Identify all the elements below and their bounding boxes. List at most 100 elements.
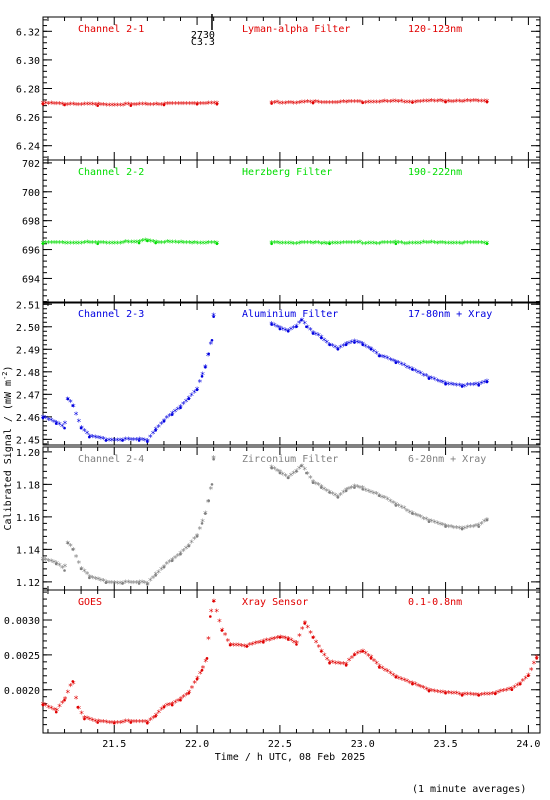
data-point: * <box>446 690 451 700</box>
data-point: * <box>393 98 398 108</box>
data-sample <box>41 703 45 707</box>
data-sample <box>444 382 447 386</box>
data-sample <box>146 239 149 243</box>
data-point: * <box>156 239 161 249</box>
data-point: * <box>93 434 98 444</box>
data-sample <box>278 327 282 331</box>
filter-label: Xray Sensor <box>242 597 308 608</box>
data-point: * <box>167 702 172 712</box>
data-sample <box>204 366 207 369</box>
data-point: * <box>335 240 340 250</box>
data-point: * <box>346 657 351 667</box>
data-point: * <box>407 365 412 375</box>
data-point: * <box>299 463 304 473</box>
data-sample <box>83 717 86 721</box>
data-point: * <box>244 643 249 653</box>
data-point: * <box>76 101 81 111</box>
data-sample <box>477 694 481 697</box>
data-point: * <box>401 362 406 372</box>
data-sample <box>270 323 273 326</box>
data-point: * <box>291 470 296 480</box>
data-point: * <box>189 392 194 402</box>
data-sample <box>485 518 489 522</box>
data-point: * <box>142 437 147 447</box>
data-sample <box>477 384 481 387</box>
data-point: * <box>324 100 329 110</box>
data-point: * <box>319 240 324 250</box>
data-point: * <box>285 474 290 484</box>
data-point: * <box>305 624 310 634</box>
data-point: * <box>437 521 442 531</box>
data-point: * <box>197 670 202 680</box>
data-point: * <box>120 102 125 112</box>
data-point: * <box>385 496 390 506</box>
data-point: * <box>60 565 65 575</box>
data-point: * <box>280 240 285 250</box>
data-point: * <box>62 101 67 111</box>
data-point: * <box>355 484 360 494</box>
data-point: * <box>349 239 354 249</box>
data-point: * <box>324 240 329 250</box>
data-point: * <box>457 691 462 701</box>
data-sample <box>200 668 204 672</box>
data-point: * <box>490 690 495 700</box>
data-point: * <box>313 239 318 249</box>
data-sample <box>71 404 75 407</box>
data-point: * <box>62 240 67 250</box>
data-point: * <box>51 707 56 717</box>
data-point: * <box>90 433 95 443</box>
data-point: * <box>377 240 382 250</box>
data-point: * <box>192 240 197 250</box>
data-point: * <box>473 381 478 391</box>
data-point: * <box>421 372 426 382</box>
data-point: * <box>302 320 307 330</box>
data-point: * <box>128 579 133 589</box>
data-point: * <box>277 240 282 250</box>
data-point: * <box>93 101 98 111</box>
data-point: * <box>399 676 404 686</box>
data-sample <box>154 574 157 577</box>
data-point: * <box>173 101 178 111</box>
data-sample <box>215 242 219 246</box>
data-sample <box>460 527 464 531</box>
data-sample <box>121 439 124 442</box>
data-point: * <box>471 691 476 701</box>
data-point: * <box>333 660 338 670</box>
data-point: * <box>184 101 189 111</box>
marker-annotation: 2730 C3.3 <box>191 30 215 48</box>
data-point: * <box>410 240 415 250</box>
filter-label: Lyman-alpha Filter <box>242 24 350 35</box>
data-point: * <box>404 364 409 374</box>
data-point: * <box>476 98 481 108</box>
data-point: * <box>349 98 354 108</box>
data-point: * <box>140 101 145 111</box>
data-point: * <box>181 693 186 703</box>
data-sample <box>369 657 373 660</box>
data-point: * <box>388 98 393 108</box>
data-sample <box>444 525 447 528</box>
data-sample <box>344 343 348 347</box>
data-point: * <box>454 525 459 535</box>
data-point: * <box>388 356 393 366</box>
data-sample <box>270 102 273 105</box>
data-point: * <box>363 650 368 660</box>
data-point: * <box>415 98 420 108</box>
data-point: * <box>145 237 150 247</box>
data-point: * <box>476 240 481 250</box>
data-point: * <box>277 634 282 644</box>
data-point: * <box>338 492 343 502</box>
data-sample <box>286 329 290 333</box>
data-point: * <box>118 102 123 112</box>
data-point: * <box>459 99 464 109</box>
data-point: * <box>274 467 279 477</box>
data-point: * <box>346 239 351 249</box>
data-point: * <box>440 240 445 250</box>
data-point: * <box>49 558 54 568</box>
panel-frame <box>42 589 541 734</box>
data-sample <box>66 397 70 401</box>
data-point: * <box>162 239 167 249</box>
data-point: * <box>368 99 373 109</box>
data-point: * <box>112 437 117 447</box>
data-sample <box>328 242 331 246</box>
data-sample <box>76 705 80 709</box>
